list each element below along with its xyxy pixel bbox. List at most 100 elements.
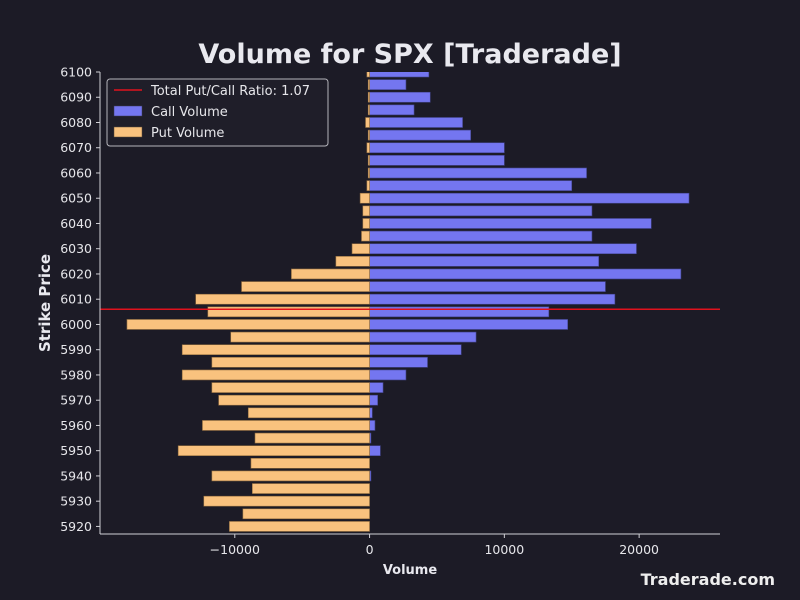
legend-ref-label: Total Put/Call Ratio: 1.07 xyxy=(150,84,310,99)
call-bar xyxy=(369,382,384,393)
legend-call-swatch xyxy=(113,105,143,117)
call-bar xyxy=(369,357,428,368)
y-tick-label: 6030 xyxy=(60,241,92,256)
put-bar xyxy=(367,91,370,103)
put-bar xyxy=(291,268,370,280)
legend-call-label: Call Volume xyxy=(151,105,228,120)
call-bar xyxy=(369,319,568,330)
call-bar xyxy=(369,420,376,431)
call-bar xyxy=(369,445,381,456)
y-tick-label: 5960 xyxy=(60,418,92,433)
put-bar xyxy=(181,369,370,381)
put-bar xyxy=(367,104,370,116)
x-tick-label: 0 xyxy=(366,542,374,557)
call-bar xyxy=(369,192,690,204)
chart-legend: Total Put/Call Ratio: 1.07 Call Volume P… xyxy=(106,78,329,147)
call-bar xyxy=(369,218,652,229)
put-bar xyxy=(361,230,370,242)
y-tick-label: 5940 xyxy=(60,468,92,483)
call-bar xyxy=(369,281,606,292)
y-tick-label: 5930 xyxy=(60,494,92,509)
y-tick-label: 6080 xyxy=(60,115,92,130)
legend-put-swatch xyxy=(113,126,143,138)
call-bar xyxy=(369,129,471,141)
put-bar xyxy=(366,142,370,154)
put-bar xyxy=(367,155,370,166)
put-bar xyxy=(195,293,370,305)
put-bar xyxy=(211,470,370,482)
y-tick-label: 5990 xyxy=(60,342,92,357)
y-tick-label: 6090 xyxy=(60,90,92,105)
put-bar xyxy=(365,117,370,128)
y-tick-label: 6040 xyxy=(60,216,92,231)
call-bar xyxy=(369,117,463,128)
call-bar xyxy=(369,79,407,90)
axes-layer: 5920 5930 5940 5950 5960 5970 5980 5990 6000 6010… xyxy=(60,65,720,557)
call-bar xyxy=(369,155,505,166)
call-bar xyxy=(369,230,593,242)
call-bar xyxy=(369,306,550,318)
y-tick-label: 5950 xyxy=(60,443,92,458)
y-tick-label: 6050 xyxy=(60,191,92,206)
call-bar xyxy=(369,91,431,103)
put-bar xyxy=(207,306,370,318)
put-bar xyxy=(362,205,370,217)
call-bar xyxy=(369,180,573,191)
y-axis-label: Strike Price xyxy=(36,254,54,352)
y-tick-label: 6060 xyxy=(60,165,92,180)
y-tick-label: 6070 xyxy=(60,140,92,155)
y-tick-label: 6000 xyxy=(60,317,92,332)
y-tick-label: 6010 xyxy=(60,292,92,307)
call-bar xyxy=(369,394,378,406)
x-tick-label: 20000 xyxy=(619,542,659,557)
call-bar xyxy=(369,243,637,255)
put-bar xyxy=(230,331,370,343)
put-bar xyxy=(367,129,370,141)
put-bar xyxy=(247,407,370,419)
bars-layer xyxy=(126,72,690,534)
put-bar xyxy=(362,218,370,229)
put-bar xyxy=(335,256,370,267)
call-bar xyxy=(369,256,599,267)
put-bar xyxy=(367,79,370,90)
put-bar xyxy=(211,382,370,393)
put-bar xyxy=(242,508,370,520)
put-bar xyxy=(252,483,370,494)
watermark: Traderade.com xyxy=(641,570,775,589)
call-bar xyxy=(369,167,587,179)
call-bar xyxy=(369,369,407,381)
put-bar xyxy=(366,180,370,191)
put-bar xyxy=(254,432,370,444)
put-bar xyxy=(366,72,370,78)
call-bar xyxy=(369,344,462,356)
y-tick-label: 6100 xyxy=(60,65,92,80)
put-bar xyxy=(202,420,370,431)
put-bar xyxy=(126,319,370,330)
call-bar xyxy=(369,407,373,419)
call-bar xyxy=(369,293,616,305)
put-bar xyxy=(181,344,370,356)
put-bar xyxy=(246,533,370,534)
call-bar xyxy=(369,268,682,280)
put-bar xyxy=(177,445,370,456)
chart-title: Volume for SPX [Traderade] xyxy=(198,39,621,70)
put-bar xyxy=(250,458,370,469)
put-bar xyxy=(203,495,370,507)
y-tick-label: 6020 xyxy=(60,266,92,281)
call-bar xyxy=(369,205,593,217)
put-bar xyxy=(241,281,370,292)
call-bar xyxy=(369,104,415,116)
legend-put-label: Put Volume xyxy=(151,126,224,141)
put-bar xyxy=(351,243,370,255)
call-bar xyxy=(369,331,477,343)
y-tick-label: 5920 xyxy=(60,519,92,534)
put-bar xyxy=(211,357,370,368)
put-bar xyxy=(359,192,370,204)
put-bar xyxy=(367,167,370,179)
x-axis-label: Volume xyxy=(383,563,438,578)
call-bar xyxy=(369,142,505,154)
put-bar xyxy=(218,394,370,406)
call-bar xyxy=(369,72,430,78)
